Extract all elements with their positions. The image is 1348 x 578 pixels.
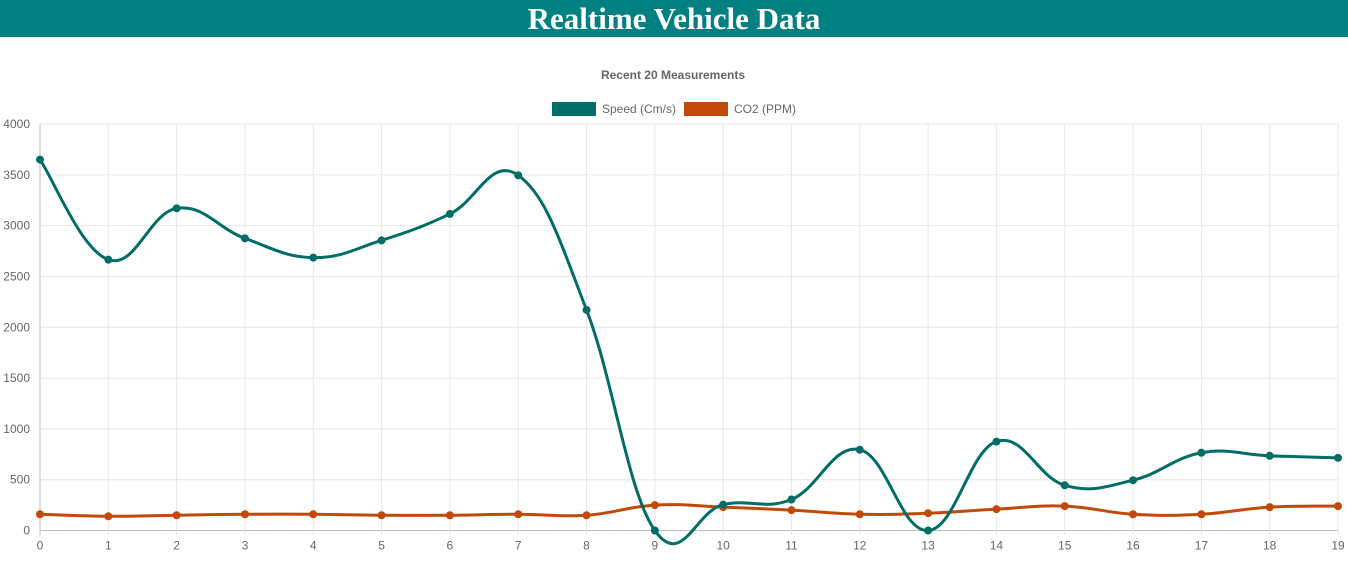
x-tick-label: 14 bbox=[990, 539, 1004, 553]
legend-label: CO2 (PPM) bbox=[734, 102, 796, 116]
data-point[interactable] bbox=[377, 236, 386, 245]
data-point[interactable] bbox=[514, 510, 523, 519]
data-point[interactable] bbox=[172, 511, 181, 520]
x-tick-label: 9 bbox=[651, 539, 658, 553]
data-point[interactable] bbox=[1334, 453, 1342, 462]
data-point[interactable] bbox=[1265, 503, 1274, 512]
series-speed bbox=[36, 155, 1342, 546]
legend-label: Speed (Cm/s) bbox=[602, 102, 676, 116]
y-tick-label: 1000 bbox=[3, 422, 30, 436]
x-tick-label: 1 bbox=[105, 539, 112, 553]
data-point[interactable] bbox=[1129, 510, 1138, 519]
data-point[interactable] bbox=[719, 500, 728, 509]
x-tick-label: 19 bbox=[1331, 539, 1345, 553]
x-tick-label: 15 bbox=[1058, 539, 1072, 553]
data-point[interactable] bbox=[855, 445, 864, 454]
data-point[interactable] bbox=[924, 509, 933, 518]
data-point[interactable] bbox=[650, 526, 659, 535]
data-point[interactable] bbox=[309, 253, 318, 262]
x-tick-label: 10 bbox=[716, 539, 730, 553]
x-tick-label: 3 bbox=[242, 539, 249, 553]
data-point[interactable] bbox=[1060, 481, 1069, 490]
series-co2 bbox=[36, 501, 1342, 521]
data-point[interactable] bbox=[582, 305, 591, 314]
x-tick-label: 12 bbox=[853, 539, 867, 553]
legend-swatch bbox=[684, 102, 729, 116]
series-line bbox=[39, 503, 1339, 518]
data-point[interactable] bbox=[582, 511, 591, 520]
x-tick-label: 8 bbox=[583, 539, 590, 553]
x-tick-label: 0 bbox=[37, 539, 44, 553]
data-point[interactable] bbox=[104, 255, 113, 264]
y-tick-label: 3000 bbox=[3, 219, 30, 233]
chart-title: Recent 20 Measurements bbox=[601, 68, 745, 82]
data-point[interactable] bbox=[650, 501, 659, 510]
page-header: Realtime Vehicle Data bbox=[0, 0, 1348, 37]
data-point[interactable] bbox=[1334, 502, 1342, 511]
x-tick-label: 5 bbox=[378, 539, 385, 553]
legend-item-co2[interactable]: CO2 (PPM) bbox=[684, 102, 796, 116]
x-tick-label: 6 bbox=[447, 539, 454, 553]
x-tick-label: 7 bbox=[515, 539, 522, 553]
y-axis: 0 500 1000 1500 2000 2500 3000 3500 4000 bbox=[3, 117, 30, 538]
page-title: Realtime Vehicle Data bbox=[527, 1, 821, 36]
data-point[interactable] bbox=[855, 510, 864, 519]
chart-legend[interactable]: Speed (Cm/s) CO2 (PPM) bbox=[551, 102, 796, 116]
data-point[interactable] bbox=[36, 510, 44, 519]
data-point[interactable] bbox=[1060, 502, 1069, 511]
legend-item-speed[interactable]: Speed (Cm/s) bbox=[551, 102, 676, 116]
data-point[interactable] bbox=[104, 512, 113, 521]
data-point[interactable] bbox=[309, 510, 318, 519]
data-point[interactable] bbox=[924, 526, 933, 535]
data-point[interactable] bbox=[1129, 476, 1138, 485]
data-point[interactable] bbox=[787, 495, 796, 504]
x-tick-label: 4 bbox=[310, 539, 317, 553]
data-point[interactable] bbox=[787, 506, 796, 515]
data-point[interactable] bbox=[992, 437, 1001, 446]
x-tick-label: 17 bbox=[1195, 539, 1209, 553]
data-point[interactable] bbox=[172, 204, 181, 213]
x-tick-label: 13 bbox=[921, 539, 935, 553]
series-line bbox=[38, 158, 1339, 546]
data-point[interactable] bbox=[377, 511, 386, 520]
data-point[interactable] bbox=[36, 155, 44, 164]
chart-series bbox=[36, 155, 1342, 546]
legend-swatch bbox=[551, 102, 596, 116]
y-tick-label: 0 bbox=[23, 524, 30, 538]
data-point[interactable] bbox=[445, 209, 454, 218]
x-tick-label: 2 bbox=[173, 539, 180, 553]
data-point[interactable] bbox=[992, 505, 1001, 514]
data-point[interactable] bbox=[445, 511, 454, 520]
y-tick-label: 4000 bbox=[3, 117, 30, 131]
data-point[interactable] bbox=[1197, 448, 1206, 457]
x-axis: 0 1 2 3 4 5 6 7 8 9 10 11 12 13 14 15 16 17 18 19 bbox=[37, 539, 1345, 553]
chart-grid bbox=[39, 123, 1339, 536]
data-point[interactable] bbox=[240, 234, 249, 243]
data-point[interactable] bbox=[240, 510, 249, 519]
x-tick-label: 11 bbox=[785, 539, 798, 553]
y-tick-label: 2000 bbox=[3, 320, 30, 334]
line-chart: Recent 20 Measurements Speed (Cm/s) CO2 (… bbox=[3, 68, 1345, 553]
data-point[interactable] bbox=[1265, 451, 1274, 460]
y-tick-label: 2500 bbox=[3, 269, 30, 283]
data-point[interactable] bbox=[1197, 510, 1206, 519]
y-tick-label: 1500 bbox=[3, 371, 30, 385]
x-tick-label: 16 bbox=[1126, 539, 1140, 553]
data-point[interactable] bbox=[514, 171, 523, 180]
y-tick-label: 3500 bbox=[3, 168, 30, 182]
y-tick-label: 500 bbox=[10, 473, 30, 487]
x-tick-label: 18 bbox=[1263, 539, 1277, 553]
